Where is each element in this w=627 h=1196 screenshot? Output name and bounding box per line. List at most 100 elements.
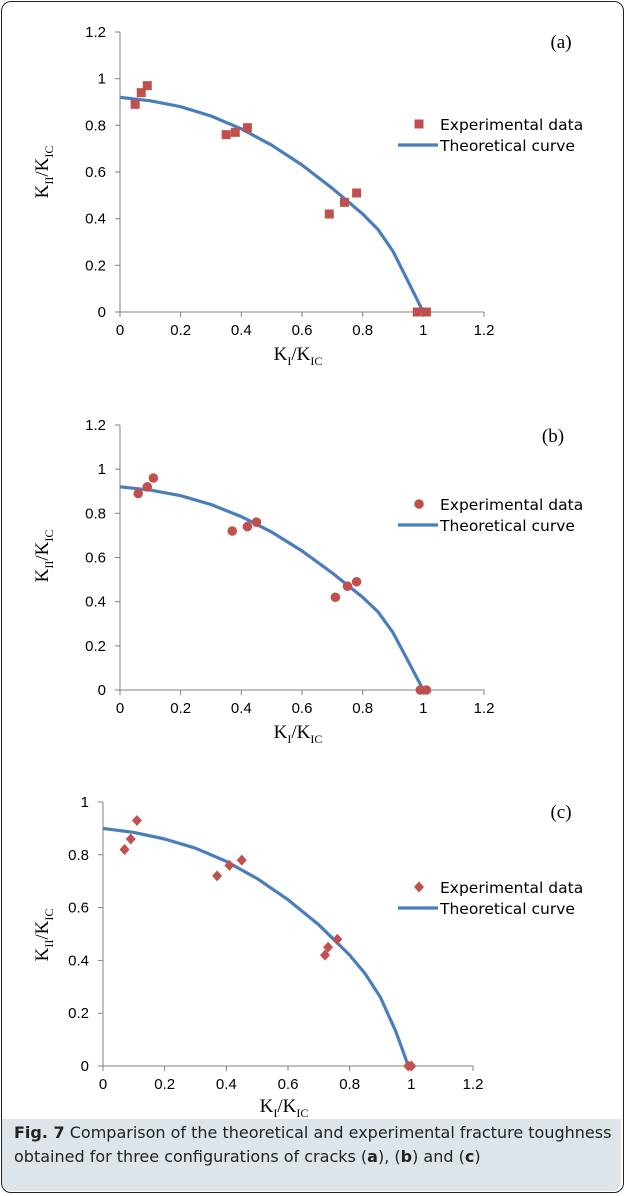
axis-title-part: /K <box>291 722 310 743</box>
experimental-data-point <box>242 521 253 532</box>
experimental-data-point <box>421 685 432 695</box>
x-axis-title: KI/KIC <box>260 1096 309 1120</box>
figure-caption: Fig. 7 Comparison of the theoretical and… <box>14 1121 614 1169</box>
experimental-data-point <box>351 576 362 587</box>
axis-title-part: IC <box>42 909 56 921</box>
experimental-data-point <box>136 88 146 98</box>
experimental-data-point <box>412 307 422 317</box>
x-tick-label: 1.2 <box>474 322 495 339</box>
y-axis-title: KII/KIC <box>32 146 56 199</box>
chart-panel-0: 0 0.2 0.4 0.6 0.8 1 1.200.20.40.60.811.2KI/KIC… <box>32 24 583 368</box>
x-tick-label: 0.6 <box>292 700 313 717</box>
theoretical-curve-line <box>102 826 410 1067</box>
experimental-data-point <box>352 188 362 198</box>
y-tick-label: 1.2 <box>85 24 106 41</box>
y-tick-label: 0.6 <box>85 164 106 181</box>
caption-text-4: ) <box>474 1147 481 1166</box>
axis-title-part: IC <box>42 146 56 158</box>
experimental-data-point <box>251 517 262 527</box>
chart-panel-1: 0 0.2 0.4 0.6 0.8 1 1.200.20.40.60.811.2KI/KIC… <box>32 417 583 746</box>
experimental-data-point <box>148 473 159 483</box>
legend-experimental-marker <box>414 119 424 129</box>
axis-title-part: K <box>32 947 53 961</box>
caption-text-2: ), ( <box>377 1147 401 1166</box>
legend-theoretical-label: Theoretical curve <box>439 517 575 535</box>
experimental-data-point <box>230 127 240 137</box>
caption-fig-label: Fig. 7 <box>14 1123 65 1142</box>
experimental-data-point <box>224 859 235 871</box>
y-tick-label: 0.4 <box>85 211 106 228</box>
x-tick-label: 0.2 <box>170 322 191 339</box>
y-axis-title: KII/KIC <box>32 909 56 962</box>
x-tick-label: 0.6 <box>292 322 313 339</box>
x-tick-label: 1 <box>419 700 427 717</box>
legend-experimental-label: Experimental data <box>440 116 583 134</box>
x-tick-label: 0.2 <box>154 1076 175 1093</box>
x-tick-label: 1.2 <box>463 1076 484 1093</box>
experimental-data-point <box>212 870 223 882</box>
legend-theoretical-label: Theoretical curve <box>439 137 575 155</box>
x-tick-label: 0.8 <box>352 322 373 339</box>
caption-c: c <box>464 1147 475 1166</box>
y-tick-label: 0.6 <box>68 900 89 917</box>
x-tick-label: 0.4 <box>231 700 252 717</box>
experimental-data-point <box>227 526 238 536</box>
y-tick-label: 0 <box>81 1058 89 1075</box>
axis-title-part: I <box>273 1106 277 1120</box>
axis-title-part: IC <box>310 732 322 746</box>
experimental-data-point <box>130 99 140 109</box>
axis-title-part: /K <box>32 920 53 939</box>
x-tick-label: 1.2 <box>474 700 495 717</box>
y-tick-label: 0 <box>98 304 106 321</box>
caption-text-3: ) and ( <box>412 1147 465 1166</box>
experimental-data-point <box>342 581 353 592</box>
x-tick-label: 0.8 <box>352 700 373 717</box>
x-tick-label: 0.2 <box>170 700 191 717</box>
legend-experimental-marker <box>414 881 424 893</box>
experimental-data-point <box>221 130 231 140</box>
experimental-data-point <box>142 81 152 91</box>
experimental-data-point <box>323 941 334 953</box>
y-tick-label: 1 <box>98 461 106 478</box>
legend-experimental-label: Experimental data <box>440 879 583 897</box>
y-tick-label: 0.2 <box>85 257 106 274</box>
panel-label: (a) <box>550 32 571 53</box>
axis-title-part: II <box>42 940 56 948</box>
y-tick-label: 1 <box>98 71 106 88</box>
x-tick-label: 0 <box>99 1076 107 1093</box>
experimental-data-point <box>242 123 252 133</box>
axis-title-part: /K <box>32 541 53 560</box>
legend-experimental-marker <box>414 499 424 509</box>
axis-title-part: I <box>287 732 291 746</box>
y-tick-label: 1 <box>81 794 89 811</box>
experimental-data-point <box>421 307 431 317</box>
axis-title-part: K <box>32 568 53 582</box>
y-tick-label: 0.8 <box>68 847 89 864</box>
axis-title-part: K <box>274 344 288 365</box>
axis-title-part: K <box>32 184 53 198</box>
chart-panel-2: 0 0.2 0.4 0.6 0.8 1 1.200.20.40.60.81KI/KICKII… <box>32 794 583 1120</box>
axis-title-part: IC <box>42 530 56 542</box>
y-tick-label: 1.2 <box>85 417 106 434</box>
experimental-data-point <box>133 488 143 499</box>
y-tick-label: 0.2 <box>68 1005 89 1022</box>
x-tick-label: 0 <box>116 700 124 717</box>
caption-text-1: Comparison of the theoretical and experi… <box>14 1123 612 1166</box>
y-tick-label: 0.6 <box>85 550 106 567</box>
y-tick-label: 0 <box>98 682 106 699</box>
axis-title-part: K <box>260 1096 274 1117</box>
axis-title-part: /K <box>277 1096 296 1117</box>
experimental-data-point <box>406 1060 417 1072</box>
axis-title-part: IC <box>296 1106 308 1120</box>
x-tick-label: 0 <box>116 322 124 339</box>
axis-title-part: II <box>42 561 56 569</box>
experimental-data-point <box>320 949 330 961</box>
experimental-data-point <box>125 833 136 845</box>
x-tick-label: 0.8 <box>339 1076 360 1093</box>
experimental-data-point <box>131 814 142 826</box>
experimental-data-point <box>324 209 334 219</box>
experimental-data-point <box>236 854 247 866</box>
axis-title-part: I <box>287 354 291 368</box>
y-axis-title: KII/KIC <box>32 530 56 583</box>
